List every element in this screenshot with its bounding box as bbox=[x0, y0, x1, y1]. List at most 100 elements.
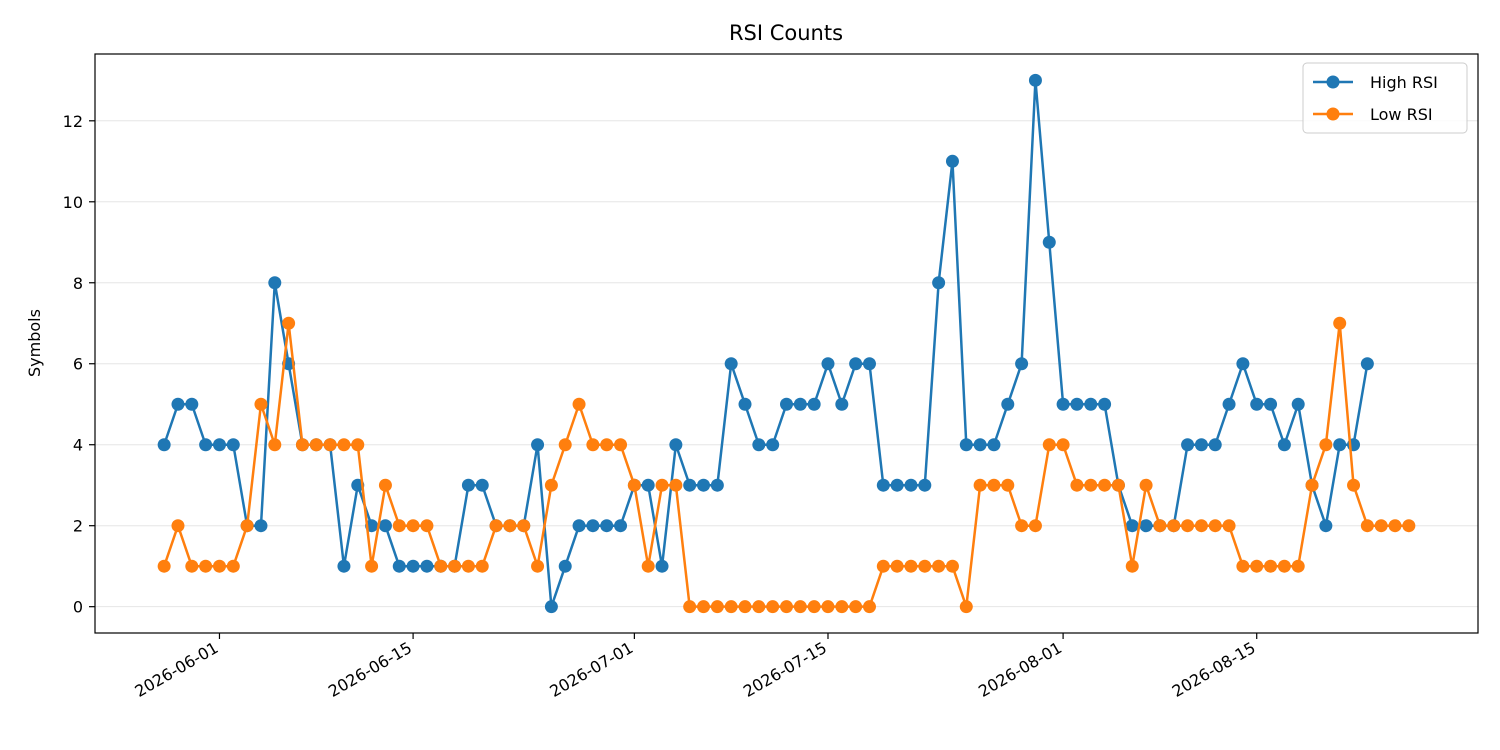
legend-marker-high-rsi bbox=[1326, 75, 1340, 89]
data-point-low-rsi bbox=[1277, 559, 1291, 573]
data-point-low-rsi bbox=[1250, 559, 1264, 573]
data-point-low-rsi bbox=[752, 600, 766, 614]
data-point-high-rsi bbox=[724, 357, 738, 371]
data-point-high-rsi bbox=[1015, 357, 1029, 371]
legend-box bbox=[1302, 62, 1468, 134]
data-point-low-rsi bbox=[282, 316, 296, 330]
data-point-low-rsi bbox=[1015, 519, 1029, 533]
data-point-low-rsi bbox=[987, 478, 1001, 492]
data-point-high-rsi bbox=[1070, 397, 1084, 411]
data-point-low-rsi bbox=[766, 600, 780, 614]
data-point-low-rsi bbox=[627, 478, 641, 492]
data-point-low-rsi bbox=[738, 600, 752, 614]
data-point-low-rsi bbox=[932, 559, 946, 573]
data-point-low-rsi bbox=[724, 600, 738, 614]
data-point-high-rsi bbox=[1042, 235, 1056, 249]
data-point-high-rsi bbox=[199, 438, 213, 452]
data-point-low-rsi bbox=[1084, 478, 1098, 492]
data-point-low-rsi bbox=[503, 519, 517, 533]
data-point-high-rsi bbox=[268, 276, 282, 290]
data-point-low-rsi bbox=[337, 438, 351, 452]
y-tick-label: 6 bbox=[73, 355, 83, 374]
data-point-low-rsi bbox=[544, 478, 558, 492]
data-point-high-rsi bbox=[1319, 519, 1333, 533]
data-point-low-rsi bbox=[1181, 519, 1195, 533]
legend-label-high-rsi: High RSI bbox=[1370, 73, 1438, 92]
data-point-low-rsi bbox=[821, 600, 835, 614]
data-point-high-rsi bbox=[683, 478, 697, 492]
data-point-high-rsi bbox=[669, 438, 683, 452]
data-point-low-rsi bbox=[295, 438, 309, 452]
data-point-low-rsi bbox=[1153, 519, 1167, 533]
data-point-high-rsi bbox=[1098, 397, 1112, 411]
y-axis-title: Symbols bbox=[25, 309, 44, 377]
data-point-low-rsi bbox=[904, 559, 918, 573]
data-point-high-rsi bbox=[600, 519, 614, 533]
series-low-rsi bbox=[157, 316, 1416, 614]
data-point-high-rsi bbox=[766, 438, 780, 452]
y-tick-label: 8 bbox=[73, 274, 83, 293]
legend: High RSI Low RSI bbox=[1302, 62, 1468, 134]
data-point-low-rsi bbox=[323, 438, 337, 452]
data-point-high-rsi bbox=[1001, 397, 1015, 411]
data-point-low-rsi bbox=[1098, 478, 1112, 492]
data-point-high-rsi bbox=[862, 357, 876, 371]
y-tick-label: 4 bbox=[73, 436, 83, 455]
data-point-low-rsi bbox=[1056, 438, 1070, 452]
data-point-low-rsi bbox=[641, 559, 655, 573]
data-point-low-rsi bbox=[1194, 519, 1208, 533]
data-point-high-rsi bbox=[697, 478, 711, 492]
data-point-low-rsi bbox=[710, 600, 724, 614]
y-tick-label: 2 bbox=[73, 517, 83, 536]
data-point-low-rsi bbox=[862, 600, 876, 614]
data-point-high-rsi bbox=[1250, 397, 1264, 411]
data-point-high-rsi bbox=[1194, 438, 1208, 452]
data-point-high-rsi bbox=[406, 559, 420, 573]
data-point-low-rsi bbox=[697, 600, 711, 614]
data-point-low-rsi bbox=[1001, 478, 1015, 492]
data-point-high-rsi bbox=[185, 397, 199, 411]
data-point-low-rsi bbox=[268, 438, 282, 452]
data-point-low-rsi bbox=[199, 559, 213, 573]
data-point-low-rsi bbox=[420, 519, 434, 533]
data-point-high-rsi bbox=[1208, 438, 1222, 452]
data-point-low-rsi bbox=[1374, 519, 1388, 533]
data-point-low-rsi bbox=[171, 519, 185, 533]
data-point-high-rsi bbox=[1056, 397, 1070, 411]
data-point-high-rsi bbox=[1084, 397, 1098, 411]
data-point-high-rsi bbox=[572, 519, 586, 533]
data-point-high-rsi bbox=[1139, 519, 1153, 533]
data-point-high-rsi bbox=[461, 478, 475, 492]
data-point-low-rsi bbox=[876, 559, 890, 573]
data-point-low-rsi bbox=[185, 559, 199, 573]
data-point-low-rsi bbox=[1388, 519, 1402, 533]
chart-title: RSI Counts bbox=[729, 21, 843, 45]
data-point-high-rsi bbox=[655, 559, 669, 573]
data-point-low-rsi bbox=[1222, 519, 1236, 533]
y-tick-label: 12 bbox=[63, 112, 83, 131]
data-point-high-rsi bbox=[738, 397, 752, 411]
data-point-low-rsi bbox=[1042, 438, 1056, 452]
data-point-low-rsi bbox=[448, 559, 462, 573]
data-point-high-rsi bbox=[378, 519, 392, 533]
data-point-high-rsi bbox=[586, 519, 600, 533]
data-point-low-rsi bbox=[807, 600, 821, 614]
data-point-high-rsi bbox=[641, 478, 655, 492]
data-point-high-rsi bbox=[171, 397, 185, 411]
data-point-high-rsi bbox=[475, 478, 489, 492]
data-point-low-rsi bbox=[1111, 478, 1125, 492]
data-point-high-rsi bbox=[1333, 438, 1347, 452]
data-point-low-rsi bbox=[392, 519, 406, 533]
data-point-low-rsi bbox=[517, 519, 531, 533]
y-tick-label: 10 bbox=[63, 193, 83, 212]
data-point-high-rsi bbox=[1181, 438, 1195, 452]
data-point-low-rsi bbox=[1208, 519, 1222, 533]
data-point-low-rsi bbox=[1028, 519, 1042, 533]
y-tick-label: 0 bbox=[73, 598, 83, 617]
data-point-high-rsi bbox=[1291, 397, 1305, 411]
data-point-low-rsi bbox=[558, 438, 572, 452]
data-point-low-rsi bbox=[973, 478, 987, 492]
plot-frame bbox=[94, 53, 1479, 634]
data-point-high-rsi bbox=[835, 397, 849, 411]
